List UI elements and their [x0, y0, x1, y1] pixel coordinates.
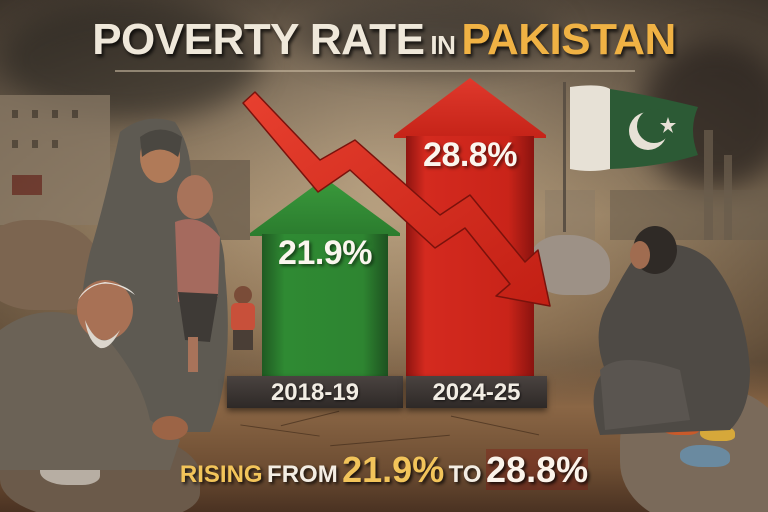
caption-to: TO: [448, 461, 482, 488]
title-part-pakistan: PAKISTAN: [461, 15, 676, 64]
period-label: 2018-19: [270, 379, 360, 406]
title-part-poverty-rate: POVERTY RATE: [92, 15, 425, 64]
bar-2018-19: 21.9%: [250, 178, 400, 378]
summary-caption: RISING FROM 21.9% TO 28.8%: [0, 449, 768, 490]
factory: [610, 190, 768, 240]
caption-from: FROM: [267, 461, 338, 488]
child-figure: [231, 286, 255, 350]
caption-rising: RISING: [179, 461, 263, 488]
distressed-man-figure: [593, 226, 750, 435]
bar-arrow-head: [250, 178, 400, 236]
rubble-pile: [680, 445, 730, 467]
caption-value-start: 21.9%: [342, 449, 445, 490]
title-divider: [115, 70, 635, 72]
title-part-in: IN: [430, 30, 456, 60]
factory-chimney: [704, 130, 713, 240]
bar-arrow-head: [394, 78, 546, 138]
bar-2024-25: 28.8%: [394, 78, 546, 378]
ruined-building: [0, 95, 110, 225]
bar-value-label: 21.9%: [278, 234, 372, 272]
elderly-man-figure: [0, 280, 188, 470]
ruined-building: [545, 190, 595, 240]
bar-value-label: 28.8%: [423, 136, 517, 174]
flag-pole: [563, 82, 566, 232]
smoke-cloud: [300, 0, 560, 70]
period-label: 2024-25: [432, 379, 521, 406]
base-2024-25: 2024-25: [406, 376, 547, 408]
pakistan-flag-icon: [570, 85, 698, 171]
base-2018-19: 2018-19: [227, 376, 403, 408]
caption-value-end: 28.8%: [486, 449, 589, 490]
page-title: POVERTY RATE IN PAKISTAN: [0, 18, 768, 62]
